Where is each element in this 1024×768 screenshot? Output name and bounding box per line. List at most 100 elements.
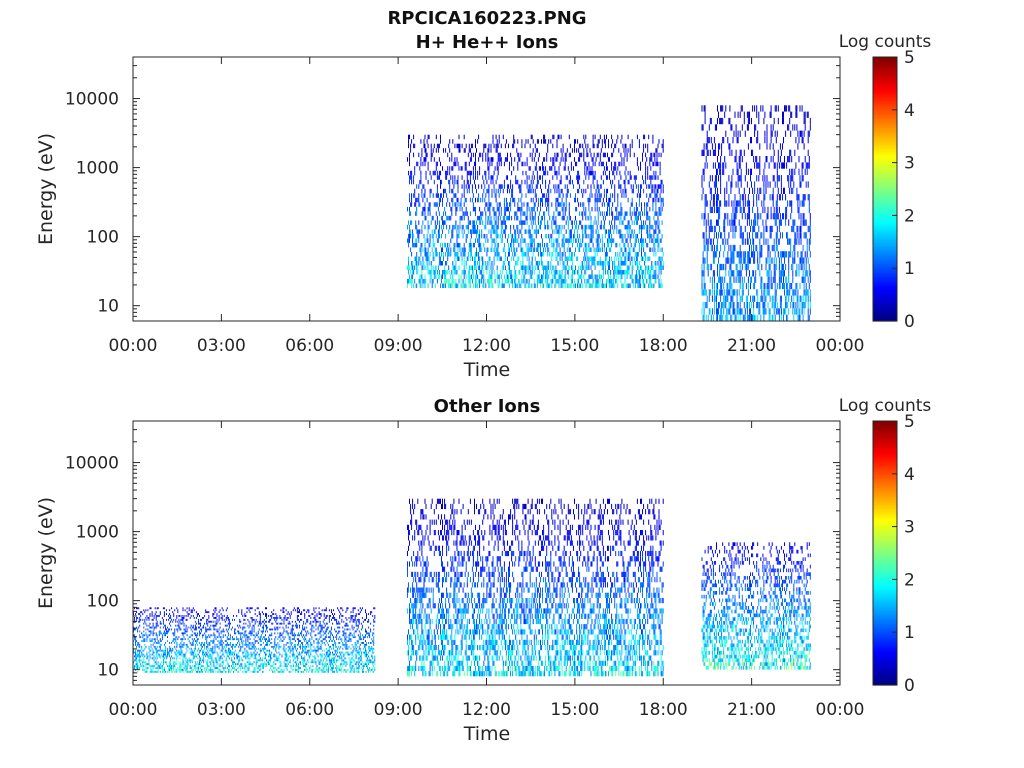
heatmap-cell	[651, 283, 653, 288]
heatmap-cell	[468, 283, 470, 288]
heatmap-cell	[608, 270, 609, 275]
heatmap-cell	[450, 206, 452, 212]
colorbar-swatch	[873, 272, 897, 276]
heatmap-cell	[483, 179, 485, 185]
heatmap-cell	[587, 197, 589, 203]
heatmap-cell	[603, 188, 605, 194]
heatmap-cell	[731, 149, 733, 156]
heatmap-cell	[149, 670, 151, 673]
heatmap-cell	[509, 247, 510, 252]
heatmap-cell	[714, 124, 716, 131]
heatmap-cell	[490, 179, 492, 185]
heatmap-cell	[788, 289, 790, 296]
heatmap-cell	[646, 224, 648, 230]
heatmap-cell	[588, 202, 590, 207]
heatmap-cell	[546, 152, 548, 158]
heatmap-cell	[637, 184, 639, 189]
heatmap-cell	[424, 215, 426, 221]
heatmap-cell	[501, 283, 503, 288]
heatmap-cell	[584, 256, 586, 261]
heatmap-cell	[592, 161, 594, 167]
heatmap-cell	[590, 184, 592, 189]
heatmap-cell	[799, 314, 801, 321]
heatmap-cell	[530, 134, 532, 140]
heatmap-cell	[565, 220, 567, 225]
heatmap-cell	[643, 179, 645, 185]
heatmap-cell	[711, 225, 713, 233]
heatmap-cell	[538, 270, 540, 275]
heatmap-cell	[469, 175, 471, 180]
heatmap-cell	[636, 261, 638, 266]
heatmap-cell	[444, 279, 446, 284]
heatmap-cell	[641, 270, 642, 275]
heatmap-cell	[135, 613, 137, 615]
heatmap-cell	[571, 274, 573, 279]
heatmap-cell	[740, 105, 742, 112]
heatmap-cell	[478, 134, 480, 140]
heatmap-cell	[658, 229, 660, 234]
heatmap-cell	[575, 224, 576, 230]
heatmap-cell	[461, 283, 463, 288]
heatmap-cell	[564, 206, 566, 212]
heatmap-cell	[744, 257, 746, 264]
heatmap-cell	[660, 270, 662, 275]
heatmap-cell	[562, 202, 564, 207]
heatmap-cell	[606, 247, 607, 252]
heatmap-cell	[806, 168, 808, 175]
heatmap-cell	[649, 256, 651, 261]
heatmap-cell	[551, 238, 553, 243]
heatmap-cell	[803, 232, 805, 239]
heatmap-cell	[454, 256, 456, 261]
heatmap-cell	[516, 274, 518, 279]
colorbar-swatch	[873, 285, 897, 289]
heatmap-cell	[720, 181, 722, 188]
heatmap-cell	[594, 161, 596, 167]
heatmap-cell	[519, 157, 521, 162]
heatmap-cell	[147, 628, 149, 631]
heatmap-cell	[784, 289, 785, 296]
colorbar-swatch	[873, 244, 897, 247]
heatmap-cell	[436, 184, 438, 189]
heatmap-cell	[808, 270, 810, 277]
heatmap-cell	[513, 224, 515, 230]
heatmap-cell	[649, 193, 651, 198]
heatmap-cell	[454, 179, 456, 185]
heatmap-cell	[755, 232, 757, 239]
heatmap-cell	[462, 211, 464, 216]
heatmap-cell	[153, 615, 155, 617]
heatmap-cell	[482, 152, 484, 158]
heatmap-cell	[780, 251, 782, 258]
heatmap-cell	[134, 617, 135, 619]
heatmap-cell	[429, 279, 431, 284]
heatmap-cell	[441, 274, 442, 279]
colorbar-swatch	[873, 70, 897, 73]
heatmap-cell	[606, 229, 607, 234]
heatmap-cell	[475, 206, 476, 212]
heatmap-cell	[724, 187, 726, 194]
heatmap-cell	[138, 659, 140, 662]
heatmap-cell	[643, 242, 645, 248]
heatmap-cell	[510, 152, 512, 158]
heatmap-cell	[799, 302, 801, 309]
heatmap-cell	[558, 283, 560, 288]
heatmap-cell	[467, 184, 469, 189]
heatmap-cell	[440, 193, 441, 198]
heatmap-cell	[744, 263, 746, 271]
heatmap-cell	[601, 233, 603, 239]
heatmap-cell	[495, 252, 497, 257]
heatmap-cell	[511, 233, 513, 239]
heatmap-cell	[610, 224, 612, 230]
heatmap-cell	[460, 252, 462, 257]
heatmap-cell	[521, 279, 523, 284]
heatmap-cell	[642, 274, 643, 279]
heatmap-cell	[460, 279, 462, 284]
heatmap-cell	[590, 224, 592, 230]
heatmap-cell	[609, 247, 610, 252]
heatmap-cell	[720, 308, 722, 315]
heatmap-cell	[588, 161, 590, 167]
heatmap-cell	[524, 252, 526, 257]
heatmap-cell	[469, 247, 471, 252]
heatmap-cell	[459, 206, 461, 212]
heatmap-cell	[809, 225, 811, 233]
heatmap-cell	[142, 618, 144, 621]
